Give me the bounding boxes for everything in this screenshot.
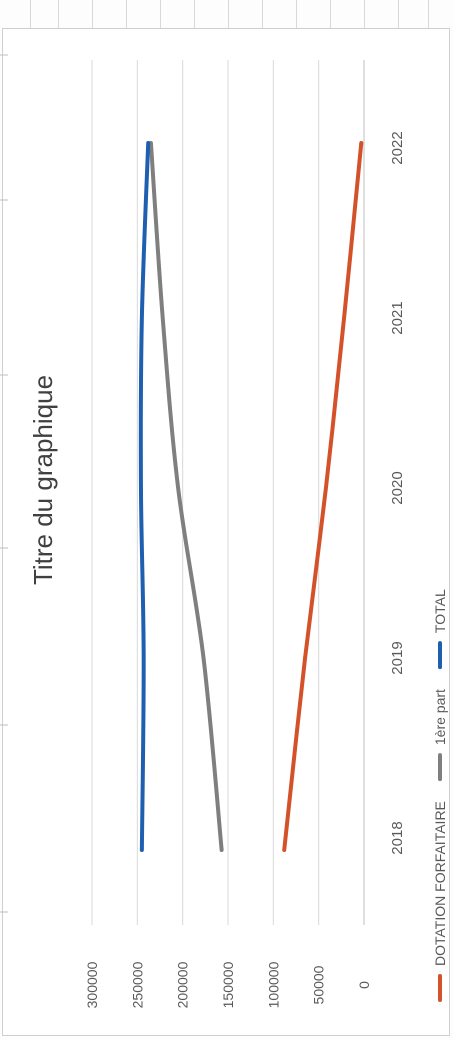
- y-tick-labels: 0 50000 100000 150000 200000 250000 300000: [84, 961, 372, 1008]
- legend: DOTATION FORFAITAIRE 1ère part TOTAL: [432, 589, 448, 1002]
- x-tick-label: 2021: [389, 301, 406, 334]
- legend-label-1-re-part: 1ère part: [432, 689, 448, 745]
- y-tick-label: 300000: [84, 961, 100, 1008]
- y-tick-label: 0: [356, 981, 372, 989]
- legend-label-total: TOTAL: [432, 589, 448, 633]
- x-tick-label: 2020: [389, 471, 406, 504]
- y-tick-label: 250000: [129, 961, 145, 1008]
- series-line-dotation-forfaitaire: [282, 141, 364, 852]
- series-line-1-re-part: [148, 141, 224, 852]
- x-tick-label: 2018: [389, 821, 406, 854]
- chart-area: [2, 28, 450, 1036]
- x-tick-label: 2019: [389, 641, 406, 674]
- series-lines: [138, 141, 364, 852]
- gridlines: [0, 54, 365, 925]
- legend-label-dotation-forfaitaire: DOTATION FORFAITAIRE: [432, 801, 448, 966]
- y-tick-label: 100000: [265, 961, 281, 1008]
- y-tick-label: 200000: [175, 961, 191, 1008]
- spreadsheet-header-cells: [0, 0, 454, 28]
- chart-title: Titre du graphique: [28, 375, 58, 585]
- y-tick-label: 50000: [311, 965, 327, 1004]
- x-tick-label: 2022: [389, 131, 406, 164]
- series-line-total: [138, 141, 151, 852]
- x-tick-labels: 2018 2019 2020 2021 2022: [389, 131, 406, 854]
- y-tick-label: 150000: [220, 961, 236, 1008]
